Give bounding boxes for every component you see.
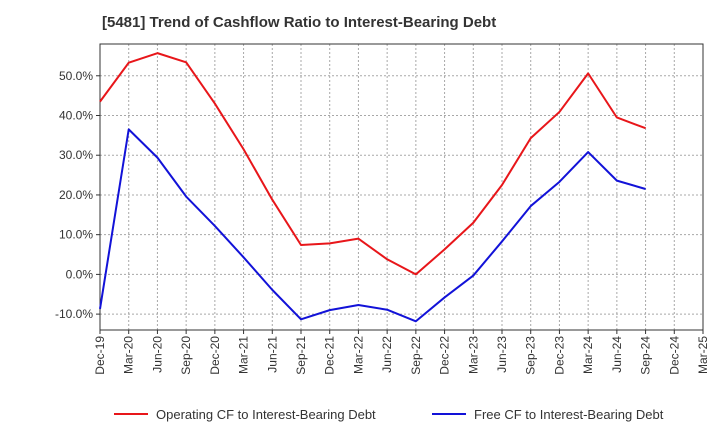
y-tick-label: -10.0% — [55, 307, 93, 321]
series-line-1 — [99, 52, 646, 276]
x-tick-label: Sep-20 — [179, 336, 193, 375]
x-tick-label: Jun-21 — [265, 336, 279, 373]
series-layer — [99, 52, 646, 323]
chart-title: [5481] Trend of Cashflow Ratio to Intere… — [102, 14, 497, 31]
x-tick-label: Mar-24 — [581, 336, 595, 374]
y-tick-label: 50.0% — [59, 69, 93, 83]
x-tick-label: Dec-24 — [667, 336, 681, 375]
legend-label-1: Operating CF to Interest-Bearing Debt — [156, 407, 376, 422]
x-tick-label: Jun-24 — [610, 336, 624, 373]
x-tick-label: Dec-19 — [93, 336, 107, 375]
legend: Operating CF to Interest-Bearing Debt Fre… — [114, 407, 664, 422]
x-tick-label: Jun-20 — [150, 336, 164, 373]
x-tick-label: Mar-20 — [122, 336, 136, 374]
x-tick-label: Jun-23 — [495, 336, 509, 373]
x-tick-label: Sep-21 — [294, 336, 308, 375]
axis-layer: -10.0% 0.0% 10.0% 20.0% 30.0% 40.0% 50.0% Dec-1… — [55, 43, 710, 375]
x-tick-label: Mar-23 — [466, 336, 480, 374]
series-line-2 — [99, 128, 646, 323]
x-tick-label: Dec-23 — [552, 336, 566, 375]
x-tick-label: Jun-22 — [380, 336, 394, 373]
x-tick-label: Sep-23 — [524, 336, 538, 375]
x-tick-label: Mar-22 — [351, 336, 365, 374]
y-tick-label: 20.0% — [59, 188, 93, 202]
x-tick-label: Dec-21 — [323, 336, 337, 375]
y-tick-label: 10.0% — [59, 228, 93, 242]
x-tick-label: Sep-24 — [639, 336, 653, 375]
plot-area-frame — [99, 43, 704, 331]
grid-layer — [99, 44, 704, 330]
legend-label-2: Free CF to Interest-Bearing Debt — [474, 407, 664, 422]
x-tick-label: Mar-25 — [696, 336, 710, 374]
x-tick-label: Sep-22 — [409, 336, 423, 375]
y-tick-label: 40.0% — [59, 109, 93, 123]
x-tick-label: Dec-22 — [438, 336, 452, 375]
x-tick-label: Dec-20 — [208, 336, 222, 375]
x-tick-label: Mar-21 — [237, 336, 251, 374]
y-tick-label: 0.0% — [66, 267, 94, 281]
y-tick-label: 30.0% — [59, 148, 93, 162]
